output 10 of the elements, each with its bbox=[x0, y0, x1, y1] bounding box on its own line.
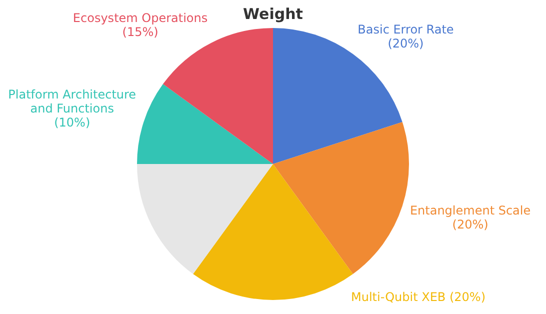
slice-label: Ecosystem Operations bbox=[72, 10, 208, 25]
data-label: (20%) bbox=[452, 218, 488, 232]
slice-label: Basic Error Rate bbox=[358, 22, 454, 37]
slice-label: Entanglement Scale bbox=[410, 204, 531, 218]
data-label: (20%) bbox=[388, 36, 424, 51]
data-label: (15%) bbox=[122, 24, 158, 39]
data-label: (10%) bbox=[54, 116, 90, 130]
slice-label: Platform Architecture and Functions bbox=[8, 88, 136, 116]
chart-title: Weight bbox=[243, 4, 303, 23]
slice-label: Multi-Qubit XEB (20%) bbox=[351, 290, 486, 304]
